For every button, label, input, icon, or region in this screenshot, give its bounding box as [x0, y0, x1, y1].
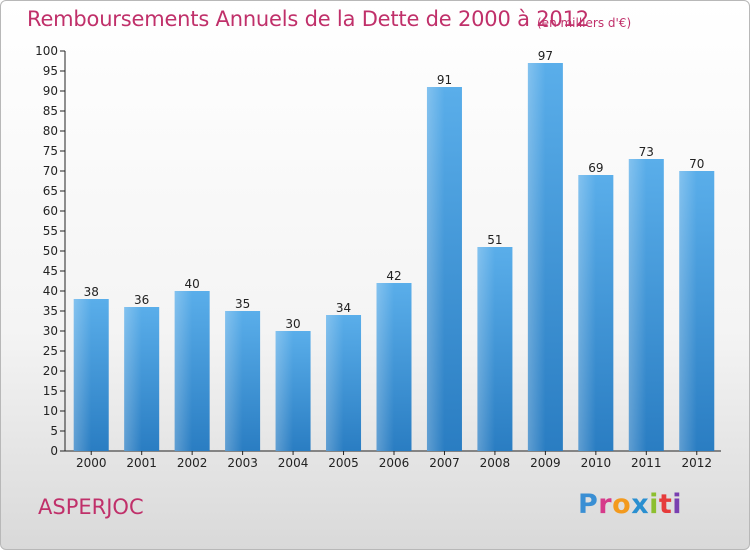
x-tick-label-2010: 2010: [581, 456, 612, 470]
y-tick-label: 80: [43, 124, 58, 138]
bar-highlight: [376, 283, 394, 451]
logo-letter: o: [612, 489, 632, 520]
data-label-2012: 70: [689, 157, 704, 171]
y-tick-label: 30: [43, 324, 58, 338]
x-tick-label-2012: 2012: [681, 456, 712, 470]
bar-highlight: [628, 159, 647, 451]
bar-highlight: [225, 311, 243, 451]
data-label-2009: 97: [538, 49, 553, 63]
data-label-2004: 30: [285, 317, 300, 331]
y-tick-label: 35: [43, 304, 58, 318]
proxiti-logo: Proxiti: [578, 489, 682, 520]
x-tick-label-2006: 2006: [379, 456, 410, 470]
logo-letter: x: [631, 489, 650, 520]
data-label-2007: 91: [437, 73, 452, 87]
chart-subtitle: (en milliers d'€): [537, 16, 632, 30]
bar-highlight: [326, 315, 344, 451]
x-tick-label-2003: 2003: [227, 456, 258, 470]
commune-name: ASPERJOC: [38, 495, 144, 519]
data-label-2008: 51: [487, 233, 502, 247]
y-tick-label: 60: [43, 204, 58, 218]
y-tick-label: 5: [50, 424, 58, 438]
bar-highlight: [426, 87, 445, 451]
y-tick-label: 20: [43, 364, 58, 378]
y-tick-label: 25: [43, 344, 58, 358]
bar-highlight: [477, 247, 495, 451]
y-tick-label: 75: [43, 144, 58, 158]
data-label-2003: 35: [235, 297, 250, 311]
x-tick-label-2005: 2005: [328, 456, 359, 470]
bar-highlight: [275, 331, 294, 451]
x-tick-label-2009: 2009: [530, 456, 561, 470]
logo-letter: i: [672, 489, 683, 520]
data-label-2005: 34: [336, 301, 351, 315]
data-label-2001: 36: [134, 293, 149, 307]
y-tick-label: 55: [43, 224, 58, 238]
data-label-2002: 40: [185, 277, 200, 291]
x-tick-label-2011: 2011: [631, 456, 662, 470]
data-label-2011: 73: [639, 145, 654, 159]
chart-title: Remboursements Annuels de la Dette de 20…: [27, 7, 589, 31]
bar-highlight: [679, 171, 697, 451]
logo-letter: t: [658, 489, 673, 520]
logo-letter: i: [649, 489, 659, 520]
bars: 38 36 40 35 30 34 42 91 51 97 69 73 70: [73, 49, 715, 451]
x-tick-label-2000: 2000: [76, 456, 107, 470]
x-tick-label-2001: 2001: [126, 456, 157, 470]
y-tick-label: 0: [50, 444, 58, 458]
y-tick-label: 45: [43, 264, 58, 278]
y-tick-label: 50: [43, 244, 58, 258]
bar-highlight: [527, 63, 546, 451]
axes: 0 5 10 15 20 25 30 35 40 45 50 55 60 65 70 75 80 85 90 95 10…: [35, 44, 721, 470]
data-label-2010: 69: [588, 161, 603, 175]
y-tick-label: 95: [43, 64, 58, 78]
y-tick-label: 10: [43, 404, 58, 418]
x-tick-label-2007: 2007: [429, 456, 460, 470]
logo-letter: P: [578, 489, 599, 520]
x-tick-label-2008: 2008: [480, 456, 511, 470]
y-tick-label: 40: [43, 284, 58, 298]
data-label-2006: 42: [386, 269, 401, 283]
data-label-2000: 38: [84, 285, 99, 299]
logo-letter: r: [598, 489, 613, 520]
y-tick-label: 90: [43, 84, 58, 98]
x-tick-label-2002: 2002: [177, 456, 208, 470]
bar-highlight: [73, 299, 92, 451]
y-tick-label: 70: [43, 164, 58, 178]
x-tick-label-2004: 2004: [278, 456, 309, 470]
y-tick-label: 15: [43, 384, 58, 398]
y-tick-label: 100: [35, 44, 58, 58]
bar-highlight: [174, 291, 193, 451]
bar-highlight: [124, 307, 142, 451]
y-tick-label: 65: [43, 184, 58, 198]
y-tick-label: 85: [43, 104, 58, 118]
bar-highlight: [578, 175, 596, 451]
